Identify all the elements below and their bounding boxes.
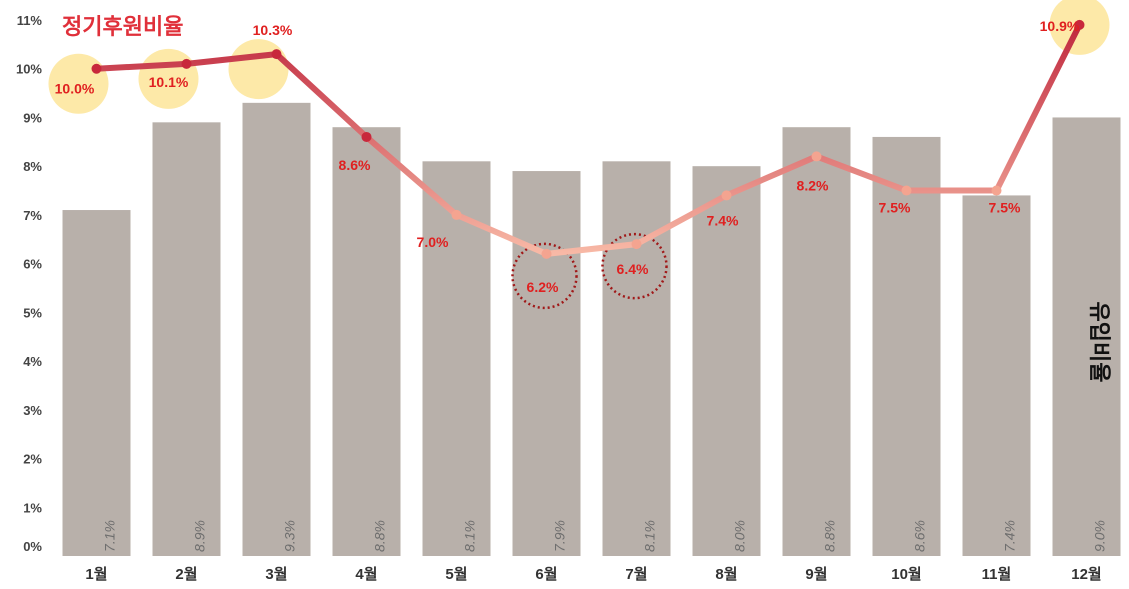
bar	[692, 166, 761, 556]
bar	[422, 161, 491, 557]
x-tick-label: 8월	[715, 566, 737, 583]
y-tick-label: 3%	[23, 403, 42, 418]
bar-value-label: 8.9%	[192, 520, 208, 552]
y-axis: 0% 1% 2% 3% 4% 5% 6% 7% 8% 9% 10% 11%	[16, 13, 42, 554]
line-point	[991, 185, 1002, 196]
bar-value-label: 8.0%	[732, 520, 748, 552]
bar-value-label: 8.1%	[642, 520, 658, 552]
highlight-circle	[228, 39, 289, 100]
x-tick-label: 3월	[265, 566, 287, 583]
line-value-label: 7.5%	[879, 200, 911, 216]
x-tick-label: 7월	[625, 566, 647, 583]
bar-value-label: 9.3%	[282, 520, 298, 552]
line-path	[93, 21, 1083, 257]
x-tick-label: 11월	[982, 566, 1012, 583]
line-point	[631, 239, 642, 250]
bar-value-label: 9.0%	[1092, 520, 1108, 552]
line-point	[91, 63, 102, 74]
bar-series-title: 유입비율	[1087, 302, 1112, 383]
line-point	[811, 151, 822, 162]
x-tick-label: 10월	[891, 566, 922, 583]
line-point	[721, 190, 732, 201]
line-value-label: 8.6%	[339, 157, 371, 173]
bar-value-label: 8.6%	[912, 520, 928, 552]
bar-labels: 7.1% 8.9% 9.3% 8.8% 8.1% 7.9% 8.1% 8.0% 8.8% 8.6%…	[102, 520, 1108, 552]
line-value-label: 10.9%	[1040, 18, 1080, 34]
y-tick-label: 8%	[23, 159, 42, 174]
dotted-highlight-ring	[601, 232, 668, 300]
y-tick-label: 6%	[23, 257, 42, 272]
x-tick-label: 6월	[535, 566, 557, 583]
x-axis: 1월 2월 3월 4월 5월 6월 7월 8월 9월 10월 11월 12월	[85, 566, 1101, 583]
bar	[62, 210, 131, 556]
bar-value-label: 7.1%	[102, 520, 118, 552]
x-tick-label: 2월	[175, 566, 197, 583]
y-tick-label: 0%	[23, 539, 42, 554]
bar	[512, 171, 581, 556]
line-point	[1074, 19, 1085, 30]
line-value-label: 10.3%	[253, 22, 293, 38]
x-tick-label: 4월	[355, 566, 377, 583]
x-tick-label: 12월	[1071, 566, 1102, 583]
line-value-label: 7.5%	[989, 200, 1021, 216]
bar-value-label: 7.4%	[1002, 520, 1018, 552]
line-value-label: 7.0%	[417, 234, 449, 250]
line-value-label: 8.2%	[797, 177, 829, 193]
y-tick-label: 2%	[23, 452, 42, 467]
line-labels: 10.0% 10.1% 10.3% 8.6% 7.0% 6.2% 6.4% 7.4% 8.2% 7…	[55, 18, 1080, 295]
y-tick-label: 11%	[17, 13, 43, 28]
y-tick-label: 7%	[23, 208, 42, 223]
y-tick-label: 10%	[16, 62, 42, 77]
dotted-highlight-ring	[511, 242, 578, 310]
line-value-label: 7.4%	[707, 212, 739, 228]
line-point	[901, 185, 912, 196]
line-point	[451, 209, 462, 220]
bar	[962, 195, 1031, 556]
y-tick-label: 5%	[23, 305, 42, 320]
bar	[872, 136, 941, 557]
line-point	[181, 58, 192, 69]
x-tick-label: 9월	[805, 566, 827, 583]
line-series	[91, 19, 1085, 259]
line-value-label: 10.0%	[55, 81, 95, 97]
line-point	[541, 248, 552, 259]
bar-value-label: 8.1%	[462, 520, 478, 552]
bar	[782, 127, 851, 556]
bar	[242, 102, 311, 556]
bar	[1052, 117, 1121, 557]
y-tick-label: 4%	[23, 354, 42, 369]
y-tick-label: 9%	[23, 110, 42, 125]
y-tick-label: 1%	[23, 500, 42, 515]
line-point	[271, 49, 282, 60]
bar-value-label: 7.9%	[552, 520, 568, 552]
line-value-label: 10.1%	[149, 74, 189, 90]
bar-value-label: 8.8%	[372, 520, 388, 552]
bar	[332, 127, 401, 556]
line-point	[361, 131, 372, 142]
bar	[602, 161, 671, 557]
bar-series	[62, 102, 1121, 557]
bar-value-label: 8.8%	[822, 520, 838, 552]
line-value-label: 6.2%	[527, 279, 559, 295]
line-series-title: 정기후원비율	[62, 14, 183, 39]
bar	[152, 122, 221, 556]
line-value-label: 6.4%	[617, 261, 649, 277]
x-tick-label: 5월	[445, 566, 467, 583]
x-tick-label: 1월	[85, 566, 107, 583]
